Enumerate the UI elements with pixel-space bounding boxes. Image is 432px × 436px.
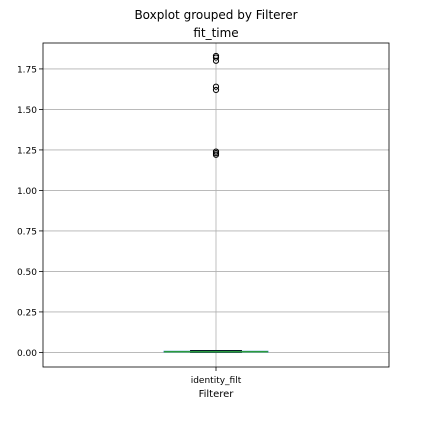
chart-title: fit_time: [193, 26, 238, 40]
x-tick-layer: identity_filt: [191, 367, 242, 386]
outlier-point: [212, 83, 220, 90]
x-tick-label: identity_filt: [191, 376, 242, 386]
outlier-point: [212, 86, 220, 94]
plot-layer: [163, 52, 269, 353]
y-tick-label: 0.75: [17, 227, 37, 237]
y-tick-label: 0.50: [17, 268, 37, 278]
outlier-point: [212, 52, 220, 60]
grid-layer: [43, 43, 389, 367]
chart-suptitle: Boxplot grouped by Filterer: [134, 8, 297, 22]
x-axis-label: Filterer: [199, 389, 235, 400]
outlier-point: [212, 148, 220, 155]
y-tick-label: 1.25: [17, 146, 37, 156]
y-tick-layer: 0.00 0.25 0.50 0.75 1.00 1.25 1.50 1.75: [17, 65, 43, 359]
y-tick-label: 0.25: [17, 308, 37, 318]
y-tick-label: 1.75: [17, 65, 37, 75]
y-tick-label: 1.50: [17, 106, 37, 116]
y-tick-label: 1.00: [17, 187, 37, 197]
y-tick-label: 0.00: [17, 349, 37, 359]
